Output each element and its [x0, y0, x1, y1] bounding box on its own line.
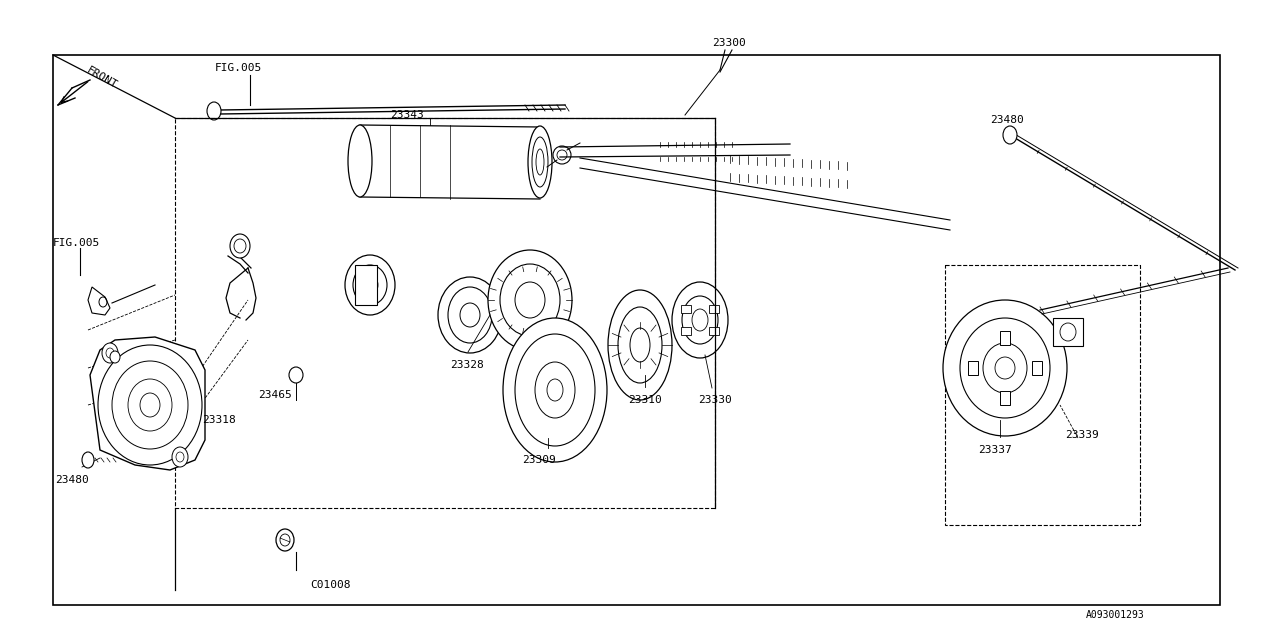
- Bar: [681, 305, 691, 313]
- Bar: [52, 55, 1220, 605]
- Text: 23309: 23309: [522, 455, 556, 465]
- Ellipse shape: [110, 351, 120, 363]
- Text: FRONT: FRONT: [84, 65, 119, 90]
- Text: 23343: 23343: [390, 110, 424, 120]
- Ellipse shape: [276, 529, 294, 551]
- Text: 23480: 23480: [989, 115, 1024, 125]
- Ellipse shape: [943, 300, 1068, 436]
- Text: FIG.005: FIG.005: [52, 238, 100, 248]
- Ellipse shape: [672, 282, 728, 358]
- Bar: [1053, 318, 1083, 346]
- Bar: [709, 305, 719, 313]
- Bar: [709, 327, 719, 335]
- Text: 23339: 23339: [1065, 430, 1098, 440]
- Ellipse shape: [102, 343, 118, 363]
- Bar: [968, 361, 978, 375]
- Text: 23310: 23310: [628, 395, 662, 405]
- Text: C01008: C01008: [310, 580, 351, 590]
- Bar: [1000, 331, 1010, 345]
- Text: 23337: 23337: [978, 445, 1011, 455]
- Ellipse shape: [289, 367, 303, 383]
- Ellipse shape: [346, 255, 396, 315]
- Ellipse shape: [553, 146, 571, 164]
- Text: 23300: 23300: [712, 38, 746, 48]
- Text: 23330: 23330: [698, 395, 732, 405]
- Ellipse shape: [503, 318, 607, 462]
- Ellipse shape: [488, 250, 572, 350]
- Ellipse shape: [529, 126, 552, 198]
- Text: 23328: 23328: [451, 360, 484, 370]
- Ellipse shape: [172, 447, 188, 467]
- Ellipse shape: [348, 125, 372, 197]
- Bar: [681, 327, 691, 335]
- Ellipse shape: [608, 290, 672, 400]
- Polygon shape: [90, 337, 205, 470]
- Text: FIG.005: FIG.005: [215, 63, 262, 73]
- Bar: [945, 265, 1140, 525]
- Bar: [355, 265, 378, 305]
- Ellipse shape: [207, 102, 221, 120]
- Bar: [1032, 361, 1042, 375]
- Ellipse shape: [438, 277, 502, 353]
- Text: A093001293: A093001293: [1087, 610, 1146, 620]
- Bar: [175, 118, 716, 508]
- Bar: [1000, 391, 1010, 405]
- Text: 23465: 23465: [259, 390, 292, 400]
- Ellipse shape: [82, 452, 93, 468]
- Text: 23318: 23318: [202, 415, 236, 425]
- Ellipse shape: [230, 234, 250, 258]
- Polygon shape: [88, 287, 110, 315]
- Ellipse shape: [1004, 126, 1018, 144]
- Text: 23480: 23480: [55, 475, 88, 485]
